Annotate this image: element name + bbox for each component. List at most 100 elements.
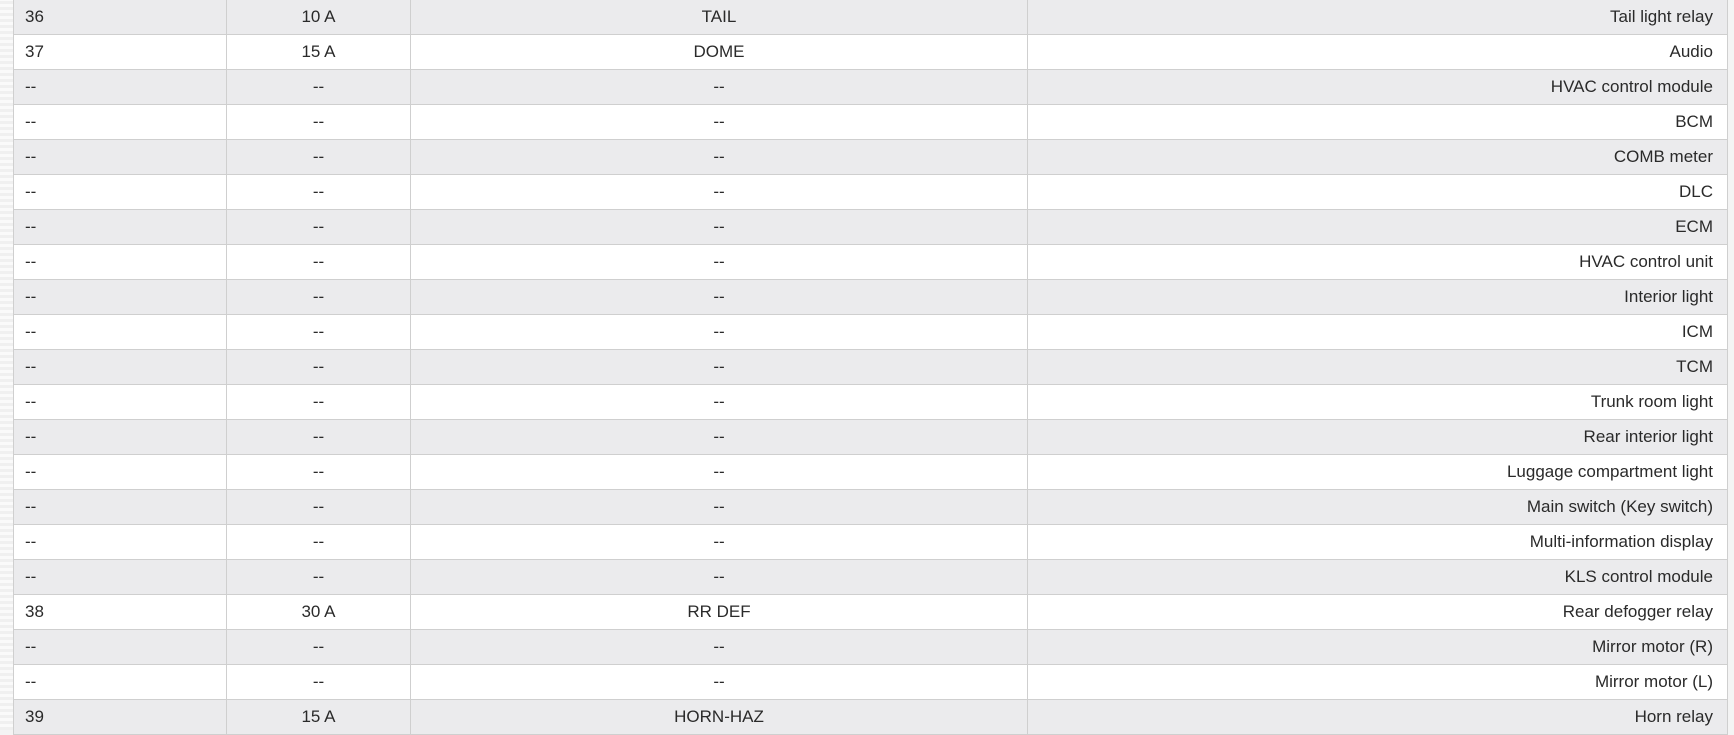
fuse-number-cell: -- [13, 279, 227, 315]
fuse-number-cell: -- [13, 384, 227, 420]
fuse-rating-cell: -- [226, 419, 411, 455]
fuse-number-cell: -- [13, 69, 227, 105]
fuse-name-cell: -- [410, 664, 1028, 700]
fuse-rating-cell: -- [226, 629, 411, 665]
fuse-name-cell: -- [410, 279, 1028, 315]
table-row: -- -- -- BCM [13, 104, 1728, 140]
fuse-rating-cell: -- [226, 664, 411, 700]
fuse-rating-cell: -- [226, 104, 411, 140]
table-row: 39 15 A HORN-HAZ Horn relay [13, 699, 1728, 735]
table-row: -- -- -- HVAC control module [13, 69, 1728, 105]
table-row: -- -- -- Rear interior light [13, 419, 1728, 455]
fuse-rating-cell: -- [226, 174, 411, 210]
table-row: -- -- -- Interior light [13, 279, 1728, 315]
fuse-number-cell: -- [13, 104, 227, 140]
circuit-cell: Rear defogger relay [1027, 594, 1728, 630]
circuit-cell: KLS control module [1027, 559, 1728, 595]
fuse-name-cell: -- [410, 524, 1028, 560]
fuse-number-cell: -- [13, 174, 227, 210]
fuse-rating-cell: -- [226, 524, 411, 560]
fuse-number-cell: -- [13, 209, 227, 245]
fuse-rating-cell: -- [226, 139, 411, 175]
table-row: -- -- -- Main switch (Key switch) [13, 489, 1728, 525]
table-row: -- -- -- ICM [13, 314, 1728, 350]
fuse-name-cell: HORN-HAZ [410, 699, 1028, 735]
circuit-cell: Tail light relay [1027, 0, 1728, 35]
fuse-rating-cell: 10 A [226, 0, 411, 35]
circuit-cell: HVAC control module [1027, 69, 1728, 105]
circuit-cell: BCM [1027, 104, 1728, 140]
fuse-number-cell: -- [13, 524, 227, 560]
fuse-number-cell: -- [13, 244, 227, 280]
table-row: -- -- -- Multi-information display [13, 524, 1728, 560]
fuse-name-cell: -- [410, 104, 1028, 140]
fuse-number-cell: -- [13, 139, 227, 175]
fuse-name-cell: -- [410, 384, 1028, 420]
table-row: 37 15 A DOME Audio [13, 34, 1728, 70]
circuit-cell: ICM [1027, 314, 1728, 350]
fuse-rating-cell: -- [226, 489, 411, 525]
fuse-number-cell: -- [13, 629, 227, 665]
fuse-name-cell: -- [410, 69, 1028, 105]
table-row: -- -- -- Luggage compartment light [13, 454, 1728, 490]
table-row: -- -- -- KLS control module [13, 559, 1728, 595]
fuse-number-cell: -- [13, 349, 227, 385]
table-row: -- -- -- Mirror motor (L) [13, 664, 1728, 700]
fuse-name-cell: -- [410, 454, 1028, 490]
fuse-rating-cell: -- [226, 384, 411, 420]
circuit-cell: Rear interior light [1027, 419, 1728, 455]
circuit-cell: Mirror motor (L) [1027, 664, 1728, 700]
fuse-rating-cell: -- [226, 454, 411, 490]
fuse-rating-cell: 15 A [226, 699, 411, 735]
fuse-name-cell: -- [410, 244, 1028, 280]
circuit-cell: COMB meter [1027, 139, 1728, 175]
table-row: -- -- -- Trunk room light [13, 384, 1728, 420]
fuse-number-cell: -- [13, 489, 227, 525]
circuit-cell: Main switch (Key switch) [1027, 489, 1728, 525]
fuse-name-cell: -- [410, 314, 1028, 350]
page-margin [0, 0, 13, 730]
circuit-cell: Luggage compartment light [1027, 454, 1728, 490]
circuit-cell: Trunk room light [1027, 384, 1728, 420]
fuse-name-cell: DOME [410, 34, 1028, 70]
fuse-rating-cell: -- [226, 349, 411, 385]
circuit-cell: ECM [1027, 209, 1728, 245]
fuse-number-cell: 38 [13, 594, 227, 630]
fuse-number-cell: 37 [13, 34, 227, 70]
fuse-name-cell: TAIL [410, 0, 1028, 35]
circuit-cell: TCM [1027, 349, 1728, 385]
fuse-rating-cell: 30 A [226, 594, 411, 630]
fuse-number-cell: 36 [13, 0, 227, 35]
fuse-name-cell: -- [410, 349, 1028, 385]
fuse-name-cell: -- [410, 139, 1028, 175]
fuse-name-cell: -- [410, 209, 1028, 245]
circuit-cell: Multi-information display [1027, 524, 1728, 560]
fuse-name-cell: RR DEF [410, 594, 1028, 630]
table-row: -- -- -- DLC [13, 174, 1728, 210]
circuit-cell: HVAC control unit [1027, 244, 1728, 280]
fuse-number-cell: -- [13, 559, 227, 595]
fuse-rating-cell: 15 A [226, 34, 411, 70]
circuit-cell: DLC [1027, 174, 1728, 210]
fuse-name-cell: -- [410, 174, 1028, 210]
circuit-cell: Interior light [1027, 279, 1728, 315]
fuse-number-cell: -- [13, 664, 227, 700]
fuse-rating-cell: -- [226, 279, 411, 315]
fuse-name-cell: -- [410, 559, 1028, 595]
fuse-rating-cell: -- [226, 559, 411, 595]
fuse-number-cell: -- [13, 454, 227, 490]
fuse-name-cell: -- [410, 489, 1028, 525]
circuit-cell: Mirror motor (R) [1027, 629, 1728, 665]
fuse-rating-cell: -- [226, 314, 411, 350]
fuse-number-cell: -- [13, 419, 227, 455]
fuse-name-cell: -- [410, 629, 1028, 665]
table-row: -- -- -- ECM [13, 209, 1728, 245]
fuse-number-cell: -- [13, 314, 227, 350]
circuit-cell: Audio [1027, 34, 1728, 70]
table-row: -- -- -- Mirror motor (R) [13, 629, 1728, 665]
table-row: -- -- -- COMB meter [13, 139, 1728, 175]
table-row: 38 30 A RR DEF Rear defogger relay [13, 594, 1728, 630]
table-row: -- -- -- HVAC control unit [13, 244, 1728, 280]
fuse-rating-cell: -- [226, 209, 411, 245]
fuse-number-cell: 39 [13, 699, 227, 735]
